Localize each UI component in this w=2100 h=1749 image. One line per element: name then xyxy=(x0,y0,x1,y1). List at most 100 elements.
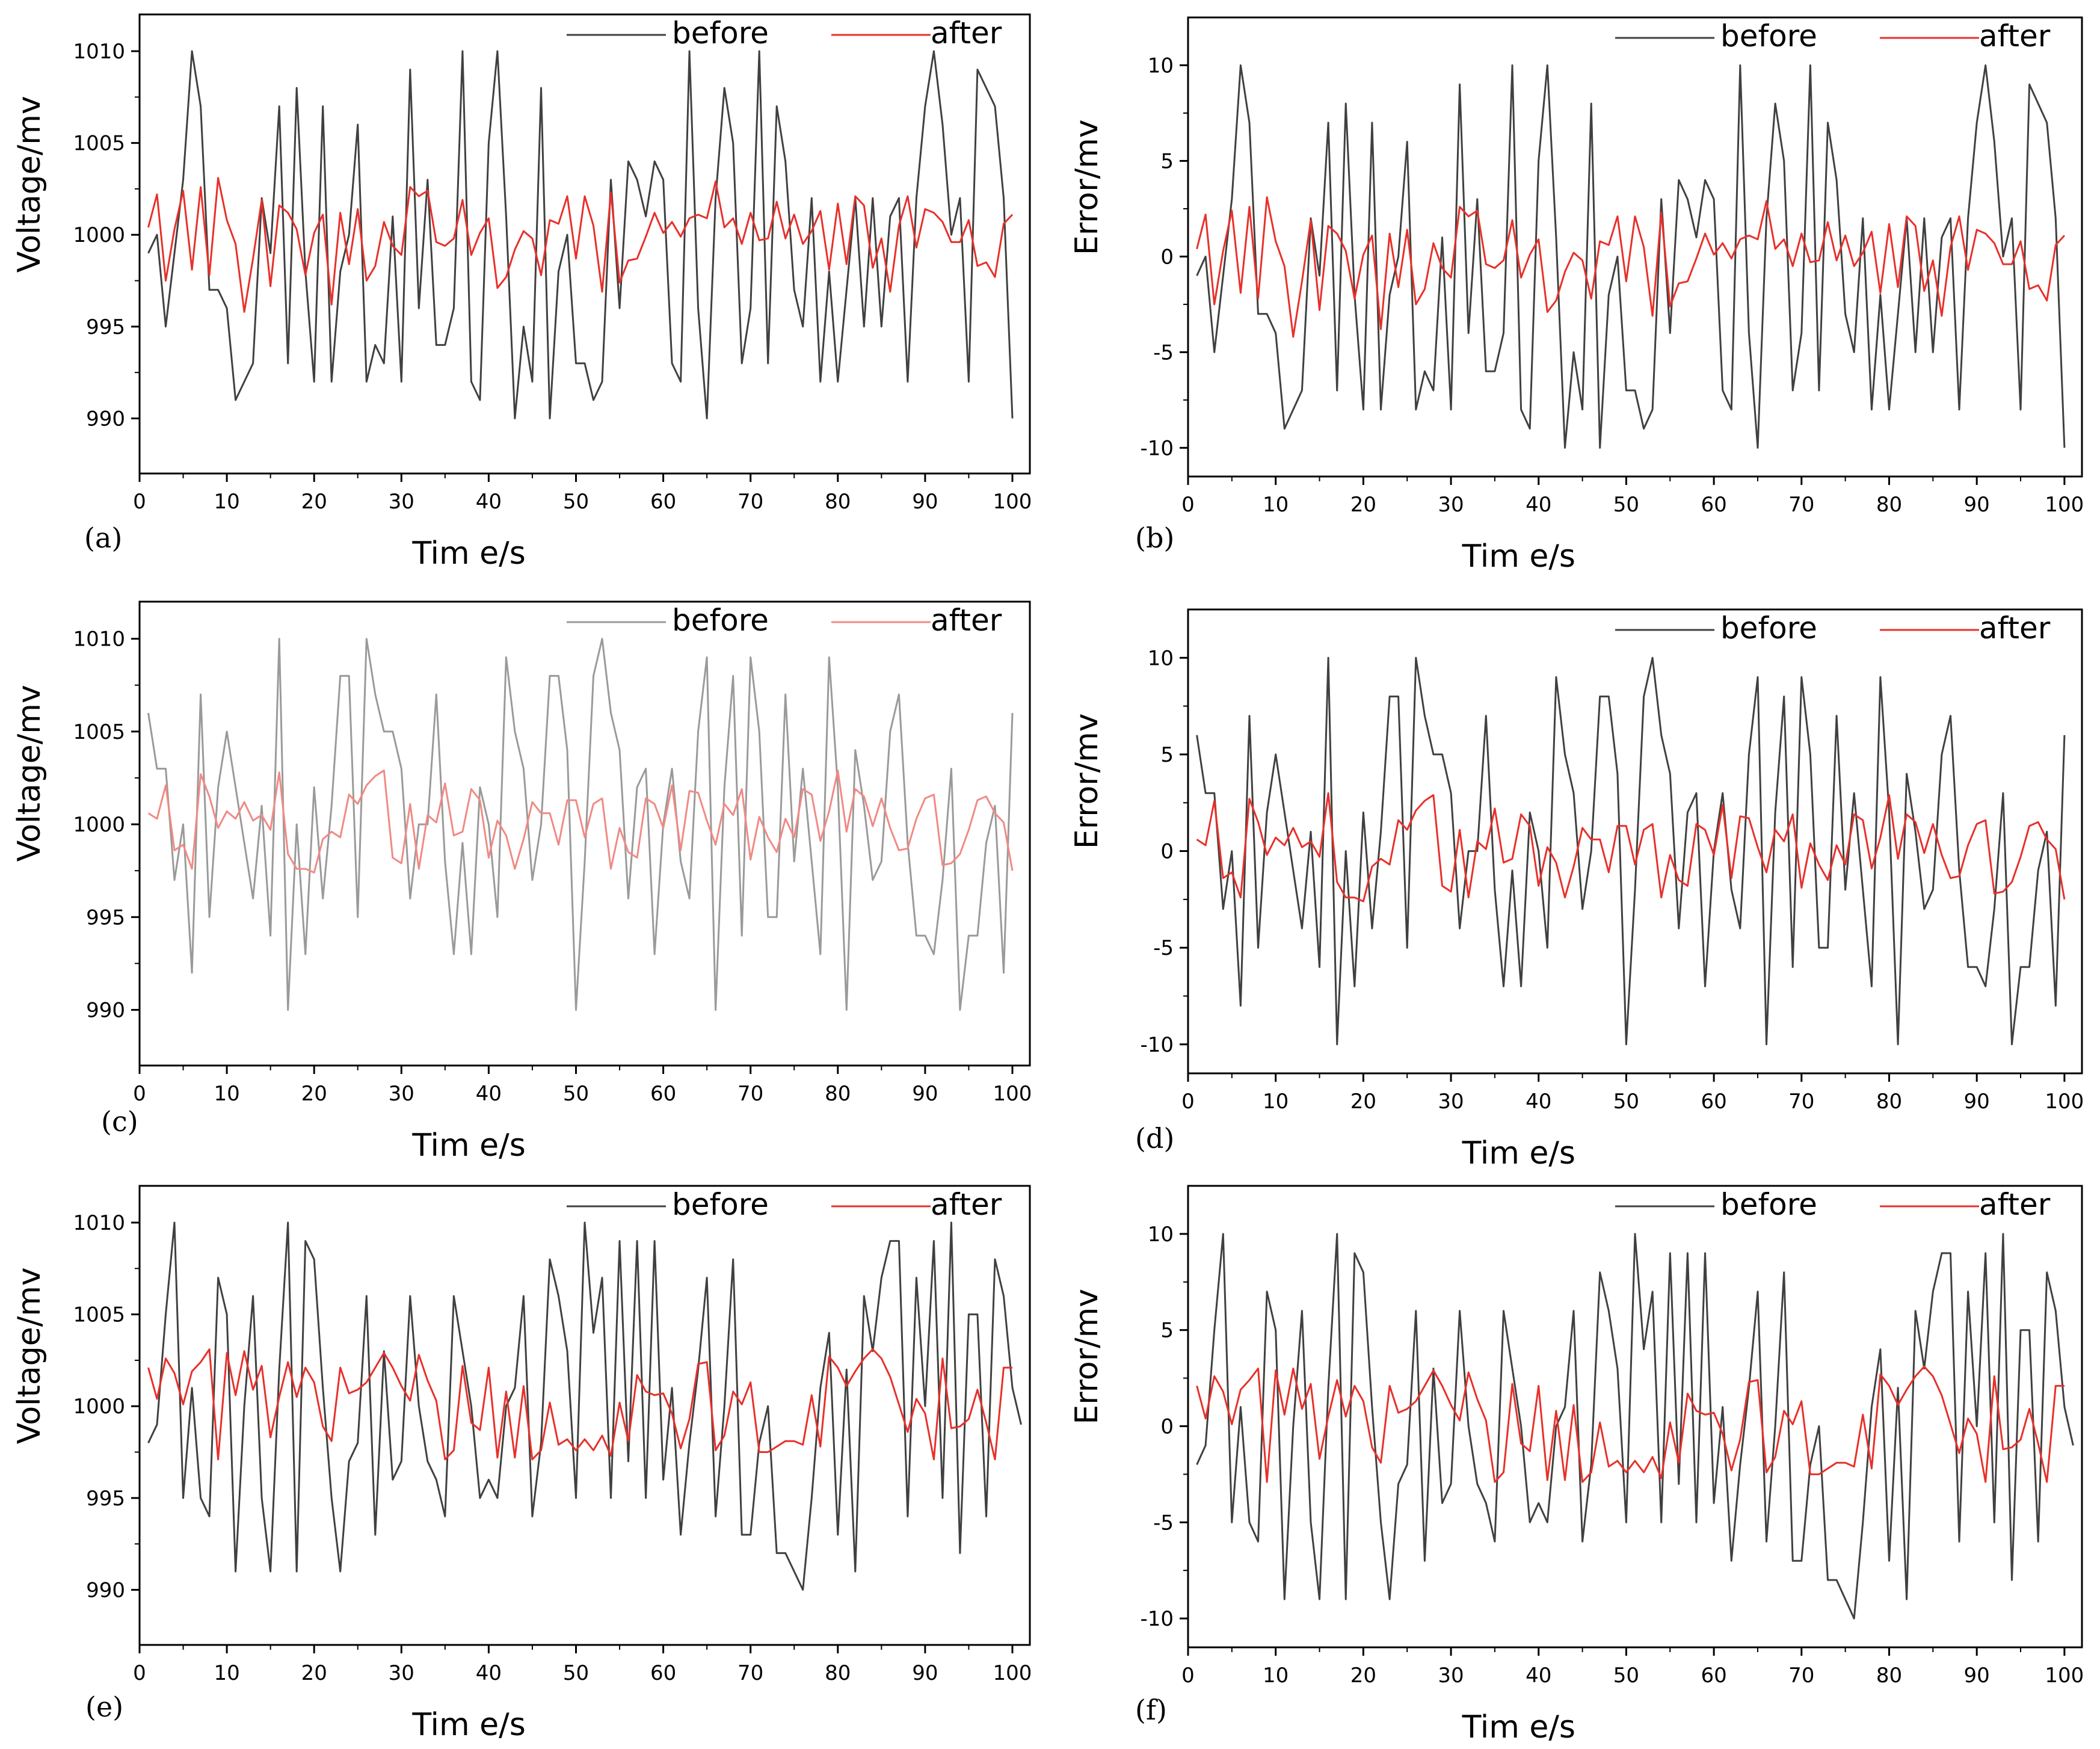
y-tick-label: 995 xyxy=(86,315,125,339)
panel-label: (d) xyxy=(1135,1122,1174,1155)
y-axis-label: Voltage/mv xyxy=(11,685,48,862)
x-tick-label: 20 xyxy=(1350,493,1376,517)
x-axis-label: Tim e/s xyxy=(411,1127,525,1164)
legend-label-after: after xyxy=(1979,19,2051,54)
legend-label-before: before xyxy=(1720,611,1817,646)
y-tick-label: 1010 xyxy=(73,40,125,64)
x-tick-label: 20 xyxy=(1350,1090,1376,1114)
x-tick-label: 70 xyxy=(1788,1090,1814,1114)
chart-panel-e: 0 10 20 30 40 50 60 70 80 90 100 990 995 1000 1005 1010… xyxy=(11,1185,1032,1743)
panel-label: (b) xyxy=(1135,522,1174,554)
x-tick-label: 0 xyxy=(1181,493,1195,517)
x-tick-label: 30 xyxy=(1438,493,1464,517)
series-line-after xyxy=(1196,196,2066,338)
legend-label-before: before xyxy=(672,1187,769,1222)
y-tick-label: 5 xyxy=(1160,743,1174,767)
x-tick-label: 80 xyxy=(825,1661,851,1685)
x-tick-label: 30 xyxy=(389,1661,414,1685)
y-tick-label: 5 xyxy=(1160,1319,1174,1343)
chart-panel-b: 0 10 20 30 40 50 60 70 80 90 100 -10 -5 0 5 10 Tim e/s Er… xyxy=(1069,16,2084,575)
x-axis-label: Tim e/s xyxy=(1462,1135,1575,1171)
legend-label-before: before xyxy=(672,603,769,638)
y-tick-label: 1000 xyxy=(73,813,125,837)
y-tick-label: 990 xyxy=(86,998,125,1022)
y-tick-label: -10 xyxy=(1140,1607,1174,1631)
y-tick-label: 990 xyxy=(86,1578,125,1602)
legend-label-after: after xyxy=(1979,611,2051,646)
x-tick-label: 50 xyxy=(563,1661,589,1685)
x-axis-label: Tim e/s xyxy=(1462,538,1575,575)
legend-label-after: after xyxy=(931,603,1002,638)
x-tick-label: 90 xyxy=(1964,493,1990,517)
plot-frame xyxy=(1187,16,2083,478)
x-tick-label: 0 xyxy=(133,490,146,514)
x-tick-label: 0 xyxy=(1181,1090,1195,1114)
series-line-after xyxy=(147,177,1014,313)
x-tick-label: 100 xyxy=(2045,493,2084,517)
x-tick-label: 30 xyxy=(1438,1664,1464,1688)
plot-frame xyxy=(1187,608,2083,1075)
chart-panel-f: 0 10 20 30 40 50 60 70 80 90 100 -10 -5 0 5 10 Tim e/s Er… xyxy=(1069,1185,2084,1745)
series-line-before xyxy=(147,1221,1022,1591)
y-tick-label: 5 xyxy=(1160,149,1174,173)
plot-frame xyxy=(138,13,1031,475)
x-tick-label: 40 xyxy=(1526,1664,1551,1688)
x-tick-label: 10 xyxy=(1263,493,1289,517)
x-tick-label: 100 xyxy=(993,490,1032,514)
x-tick-label: 40 xyxy=(476,490,502,514)
x-tick-label: 50 xyxy=(563,1082,589,1106)
x-tick-label: 40 xyxy=(1526,493,1551,517)
plot-frame xyxy=(138,1185,1031,1646)
x-tick-label: 10 xyxy=(1263,1090,1289,1114)
y-axis-label: Voltage/mv xyxy=(11,96,48,273)
x-tick-label: 100 xyxy=(2045,1090,2084,1114)
x-tick-label: 10 xyxy=(214,1082,239,1106)
x-tick-label: 30 xyxy=(1438,1090,1464,1114)
x-tick-label: 40 xyxy=(476,1082,502,1106)
x-tick-label: 20 xyxy=(301,1661,327,1685)
x-tick-label: 20 xyxy=(301,1082,327,1106)
series-line-after xyxy=(1196,1365,2065,1483)
y-tick-label: 0 xyxy=(1160,1414,1174,1439)
y-tick-label: 1005 xyxy=(73,720,125,744)
x-tick-label: 60 xyxy=(1701,493,1726,517)
panel-label: (e) xyxy=(85,1691,123,1723)
x-tick-label: 70 xyxy=(1788,493,1814,517)
plot-frame xyxy=(138,600,1031,1067)
x-tick-label: 50 xyxy=(1613,1090,1639,1114)
legend-label-before: before xyxy=(1720,19,1817,54)
x-tick-label: 70 xyxy=(737,1082,763,1106)
x-tick-label: 90 xyxy=(912,1082,938,1106)
x-tick-label: 0 xyxy=(1181,1664,1195,1688)
x-tick-label: 100 xyxy=(993,1661,1032,1685)
panel-label: (c) xyxy=(101,1105,138,1138)
series-line-before xyxy=(147,638,1014,1011)
x-tick-label: 90 xyxy=(1964,1090,1990,1114)
x-axis-label: Tim e/s xyxy=(411,1707,525,1743)
series-line-after xyxy=(147,1348,1012,1461)
x-tick-label: 50 xyxy=(1613,1664,1639,1688)
x-tick-label: 100 xyxy=(993,1082,1032,1106)
x-tick-label: 80 xyxy=(1876,1664,1902,1688)
x-tick-label: 40 xyxy=(1526,1090,1551,1114)
y-tick-label: 1000 xyxy=(73,1395,125,1419)
plot-frame xyxy=(1187,1185,2083,1649)
chart-panel-d: 0 10 20 30 40 50 60 70 80 90 100 -10 -5 0 5 10 Tim e/s Er… xyxy=(1069,608,2084,1171)
chart-panel-c: 0 10 20 30 40 50 60 70 80 90 100 990 995 1000 1005 1010… xyxy=(11,600,1032,1164)
x-tick-label: 0 xyxy=(133,1661,146,1685)
x-axis-label: Tim e/s xyxy=(411,535,525,572)
y-axis-label: Voltage/mv xyxy=(11,1267,48,1444)
x-tick-label: 0 xyxy=(133,1082,146,1106)
series-line-before xyxy=(1196,64,2066,449)
y-tick-label: 1005 xyxy=(73,132,125,156)
x-tick-label: 90 xyxy=(912,490,938,514)
x-tick-label: 50 xyxy=(1613,493,1639,517)
x-tick-label: 20 xyxy=(301,490,327,514)
y-tick-label: 995 xyxy=(86,905,125,930)
y-tick-label: -5 xyxy=(1153,936,1174,960)
x-tick-label: 70 xyxy=(1788,1664,1814,1688)
y-axis-label: Error/mv xyxy=(1069,1289,1105,1425)
x-tick-label: 60 xyxy=(1701,1664,1726,1688)
x-axis-label: Tim e/s xyxy=(1462,1709,1575,1745)
